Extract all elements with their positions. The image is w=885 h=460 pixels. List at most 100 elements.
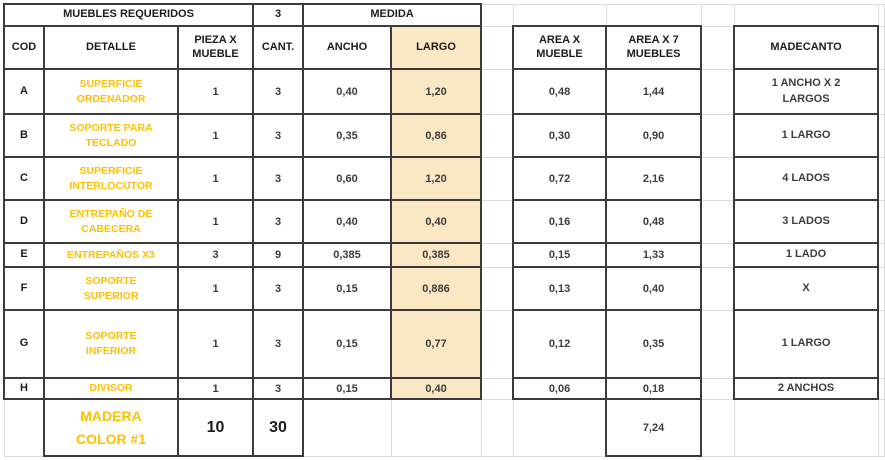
- cod-cell[interactable]: A: [3, 68, 45, 115]
- ancho-cell[interactable]: 0,60: [302, 156, 393, 201]
- cant-cell[interactable]: 3: [252, 156, 305, 201]
- ancho-cell[interactable]: 0,40: [302, 68, 393, 115]
- detalle-cell[interactable]: SOPORTE SUPERIOR: [43, 266, 179, 311]
- grid-cell: [700, 3, 735, 27]
- cant-cell[interactable]: 3: [252, 113, 305, 158]
- cant-cell[interactable]: 3: [252, 377, 305, 400]
- madecanto-cell[interactable]: 1 LARGO: [733, 113, 880, 158]
- col-header-madecanto[interactable]: MADECANTO: [733, 25, 880, 70]
- area-mueble-cell[interactable]: 0,48: [512, 68, 608, 115]
- pieza-cell[interactable]: 1: [176, 68, 255, 115]
- grid-cell: [877, 156, 885, 201]
- pieza-total-cell[interactable]: 10: [176, 398, 255, 457]
- cant-cell[interactable]: 9: [252, 242, 305, 268]
- col-header-cant[interactable]: CANT.: [252, 25, 305, 70]
- cod-cell[interactable]: E: [3, 242, 45, 268]
- col-header-area-x-mueble[interactable]: AREA X MUEBLE: [512, 25, 608, 70]
- muebles-requeridos-header-cell[interactable]: MUEBLES REQUERIDOS: [2, 3, 255, 27]
- muebles-count-cell[interactable]: 3: [252, 3, 305, 27]
- area-7-cell[interactable]: 0,18: [605, 377, 703, 400]
- area-mueble-cell[interactable]: 0,15: [512, 242, 608, 268]
- pieza-cell[interactable]: 1: [176, 199, 255, 244]
- madecanto-cell[interactable]: 1 ANCHO X 2 LARGOS: [733, 68, 880, 115]
- cant-cell[interactable]: 3: [252, 266, 305, 311]
- medida-header-cell[interactable]: MEDIDA: [302, 3, 483, 27]
- cod-cell[interactable]: B: [3, 113, 45, 158]
- largo-cell[interactable]: 1,20: [390, 68, 483, 115]
- col-header-cod[interactable]: COD: [3, 25, 45, 70]
- row-a: A SUPERFICIE ORDENADOR 1 3 0,40 1,20 0,4…: [3, 68, 885, 115]
- largo-cell[interactable]: 0,77: [390, 309, 483, 379]
- grid-cell: [302, 398, 392, 457]
- area-mueble-cell[interactable]: 0,30: [512, 113, 608, 158]
- ancho-cell[interactable]: 0,40: [302, 199, 393, 244]
- madecanto-cell[interactable]: 1 LADO: [733, 242, 880, 268]
- cant-cell[interactable]: 3: [252, 68, 305, 115]
- detalle-cell[interactable]: SOPORTE PARA TECLADO: [43, 113, 179, 158]
- grid-cell: [700, 68, 735, 115]
- detalle-cell[interactable]: SOPORTE INFERIOR: [43, 309, 179, 379]
- largo-cell[interactable]: 1,20: [390, 156, 483, 201]
- largo-cell[interactable]: 0,40: [390, 377, 483, 400]
- madecanto-cell[interactable]: X: [733, 266, 880, 311]
- col-header-pieza-x-mueble[interactable]: PIEZA X MUEBLE: [176, 25, 255, 70]
- cod-cell[interactable]: H: [3, 377, 45, 400]
- madecanto-cell[interactable]: 4 LADOS: [733, 156, 880, 201]
- pieza-cell[interactable]: 1: [176, 309, 255, 379]
- pieza-cell[interactable]: 1: [176, 377, 255, 400]
- cod-cell[interactable]: F: [3, 266, 45, 311]
- col-header-area-x-7-muebles[interactable]: AREA X 7 MUEBLES: [605, 25, 703, 70]
- area-7-cell[interactable]: 0,48: [605, 199, 703, 244]
- largo-cell[interactable]: 0,385: [390, 242, 483, 268]
- area-7-total-cell[interactable]: 7,24: [605, 398, 703, 457]
- grid-cell: [877, 3, 885, 27]
- detalle-cell[interactable]: ENTREPAÑO DE CABECERA: [43, 199, 179, 244]
- area-mueble-cell[interactable]: 0,13: [512, 266, 608, 311]
- grid-cell: [700, 113, 735, 158]
- madecanto-cell[interactable]: 3 LADOS: [733, 199, 880, 244]
- cant-cell[interactable]: 3: [252, 199, 305, 244]
- area-7-cell[interactable]: 0,90: [605, 113, 703, 158]
- detalle-cell[interactable]: DIVISOR: [43, 377, 179, 400]
- largo-cell[interactable]: 0,40: [390, 199, 483, 244]
- largo-cell[interactable]: 0,886: [390, 266, 483, 311]
- cod-cell[interactable]: G: [3, 309, 45, 379]
- area-mueble-cell[interactable]: 0,16: [512, 199, 608, 244]
- ancho-cell[interactable]: 0,15: [302, 266, 393, 311]
- col-header-ancho[interactable]: ANCHO: [302, 25, 393, 70]
- col-header-largo[interactable]: LARGO: [390, 25, 483, 70]
- madecanto-cell[interactable]: 1 LARGO: [733, 309, 880, 379]
- area-mueble-cell[interactable]: 0,12: [512, 309, 608, 379]
- ancho-cell[interactable]: 0,385: [302, 242, 393, 268]
- area-7-cell[interactable]: 1,44: [605, 68, 703, 115]
- area-7-cell[interactable]: 0,40: [605, 266, 703, 311]
- detalle-cell[interactable]: ENTREPAÑOS X3: [43, 242, 179, 268]
- pieza-cell[interactable]: 1: [176, 113, 255, 158]
- pieza-cell[interactable]: 1: [176, 156, 255, 201]
- detalle-cell[interactable]: SUPERFICIE ORDENADOR: [43, 68, 179, 115]
- ancho-cell[interactable]: 0,35: [302, 113, 393, 158]
- row-b: B SOPORTE PARA TECLADO 1 3 0,35 0,86 0,3…: [3, 113, 885, 158]
- madecanto-cell[interactable]: 2 ANCHOS: [733, 377, 880, 400]
- area-7-cell[interactable]: 1,33: [605, 242, 703, 268]
- ancho-cell[interactable]: 0,15: [302, 377, 393, 400]
- material-total-cell[interactable]: MADERA COLOR #1: [43, 398, 179, 457]
- grid-cell: [700, 266, 735, 311]
- cant-total-cell[interactable]: 30: [252, 398, 305, 457]
- cant-cell[interactable]: 3: [252, 309, 305, 379]
- col-header-detalle[interactable]: DETALLE: [43, 25, 179, 70]
- grid-cell: [877, 242, 885, 268]
- area-mueble-cell[interactable]: 0,06: [512, 377, 608, 400]
- grid-cell: [480, 156, 514, 201]
- area-mueble-cell[interactable]: 0,72: [512, 156, 608, 201]
- pieza-cell[interactable]: 3: [176, 242, 255, 268]
- area-7-cell[interactable]: 2,16: [605, 156, 703, 201]
- grid-cell: [877, 25, 885, 70]
- cod-cell[interactable]: C: [3, 156, 45, 201]
- detalle-cell[interactable]: SUPERFICIE INTERLOCUTOR: [43, 156, 179, 201]
- largo-cell[interactable]: 0,86: [390, 113, 483, 158]
- area-7-cell[interactable]: 0,35: [605, 309, 703, 379]
- cod-cell[interactable]: D: [3, 199, 45, 244]
- pieza-cell[interactable]: 1: [176, 266, 255, 311]
- ancho-cell[interactable]: 0,15: [302, 309, 393, 379]
